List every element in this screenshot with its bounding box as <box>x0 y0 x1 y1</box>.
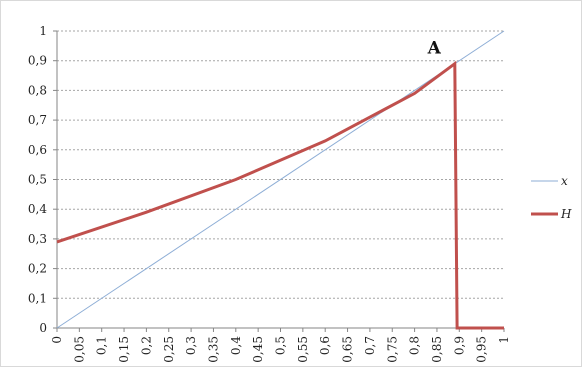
y-tick-label: 0 <box>39 321 47 335</box>
x-tick-label: 0,45 <box>251 336 265 363</box>
x-tick-label: 0,9 <box>452 336 466 355</box>
y-tick-label: 0,2 <box>28 262 47 276</box>
x-tick-label: 0,95 <box>475 336 489 363</box>
series-lines <box>56 30 505 330</box>
x-tick-label: 0,1 <box>95 336 109 355</box>
x-tick-label: 0,3 <box>184 336 198 355</box>
y-tick-label: 0,7 <box>28 113 47 127</box>
x-tick-label: 0,5 <box>274 336 288 355</box>
y-tick-label: 0,6 <box>28 143 47 157</box>
y-tick-label: 0,9 <box>28 54 47 68</box>
x-tick-label: 0,7 <box>363 336 377 355</box>
x-tick-label: 0,6 <box>318 336 332 355</box>
x-tick-label: 0,25 <box>162 336 176 363</box>
y-tick-label: 0,5 <box>28 173 47 187</box>
gridlines <box>57 30 504 299</box>
series-line-x <box>56 30 505 329</box>
axes: 0 0,1 0,2 0,3 0,4 0,5 0,6 0,7 0,8 0,9 1 0 0,05 0,1 0,1… <box>28 24 511 363</box>
x-tick-label: 0,35 <box>206 336 220 363</box>
legend-label-H: H <box>560 207 572 221</box>
annotations: A <box>427 39 442 59</box>
legend: xH <box>531 174 572 221</box>
x-tick-label: 0,65 <box>341 336 355 363</box>
y-tick-label: 0,1 <box>28 291 47 305</box>
x-tick-label: 0,2 <box>139 336 153 355</box>
x-tick-label: 0,4 <box>229 336 243 355</box>
x-tick-label: 1 <box>497 336 511 344</box>
series-line-H <box>56 60 504 330</box>
x-tick-label: 0,15 <box>117 336 131 363</box>
x-tick-label: 0,55 <box>296 336 310 363</box>
y-tick-label: 0,4 <box>28 202 47 216</box>
x-tick-label: 0,8 <box>408 336 422 355</box>
legend-label-x: x <box>561 174 568 188</box>
x-tick-label: 0,85 <box>430 336 444 363</box>
y-tick-label: 0,8 <box>28 83 47 97</box>
x-tick-label: 0 <box>50 336 64 344</box>
x-tick-label: 0,05 <box>72 336 86 363</box>
annotation-label: A <box>427 39 442 59</box>
y-tick-label: 1 <box>39 24 47 38</box>
y-tick-label: 0,3 <box>28 232 47 246</box>
x-tick-label: 0,75 <box>385 336 399 363</box>
